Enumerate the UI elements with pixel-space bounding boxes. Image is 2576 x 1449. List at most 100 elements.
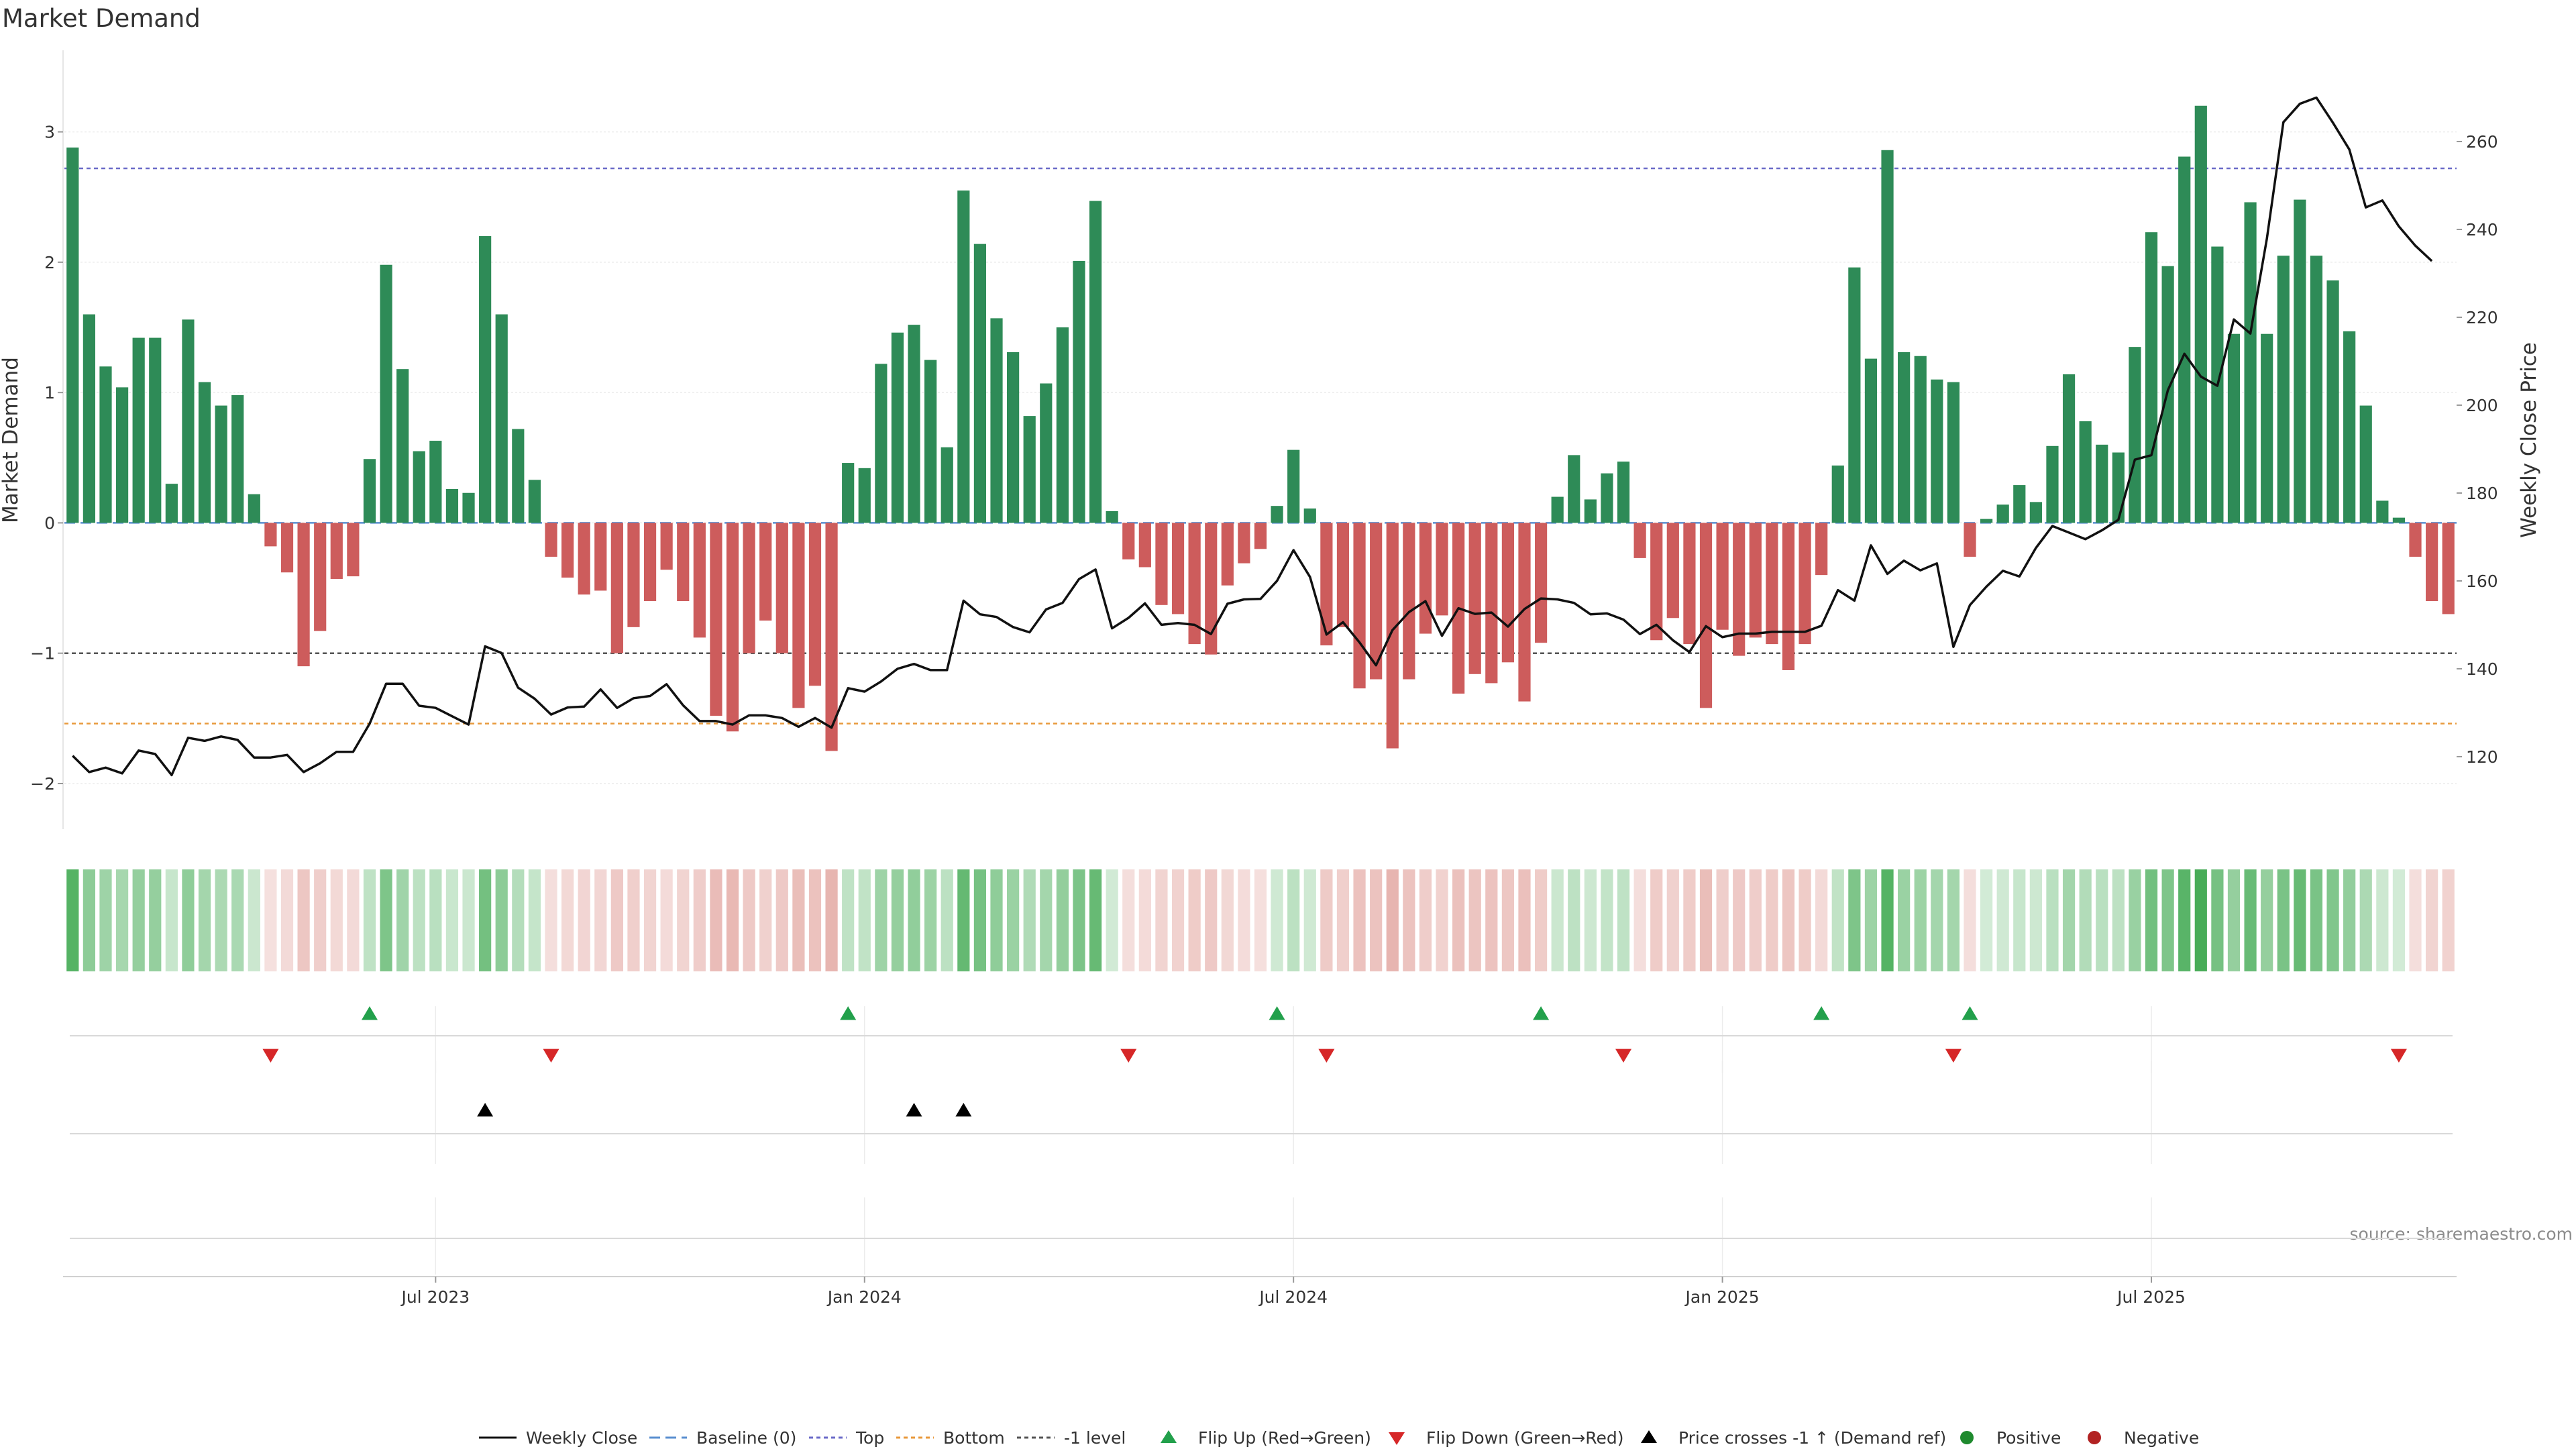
negative-demand-bar bbox=[2426, 523, 2438, 601]
strip-cell bbox=[115, 869, 129, 971]
positive-demand-bar bbox=[2145, 232, 2158, 523]
negative-demand-bar bbox=[1650, 523, 1663, 641]
strip-cell bbox=[1271, 869, 1283, 971]
strip-cell bbox=[924, 869, 937, 971]
strip-cell bbox=[2062, 869, 2076, 971]
strip-cell bbox=[512, 869, 525, 971]
positive-demand-bar bbox=[1914, 356, 1927, 523]
positive-demand-bar bbox=[1947, 382, 1960, 523]
positive-demand-bar bbox=[1617, 462, 1630, 523]
negative-demand-bar bbox=[1122, 523, 1135, 559]
strip-cell bbox=[1831, 869, 1844, 971]
strip-cell bbox=[2294, 869, 2306, 971]
flip-up-marker bbox=[840, 1006, 857, 1020]
strip-cell bbox=[1881, 869, 1894, 971]
strip-cell bbox=[2261, 869, 2273, 971]
y-axis-label-right: Weekly Close Price bbox=[2517, 342, 2541, 538]
negative-demand-bar bbox=[710, 523, 722, 716]
flip-up-marker bbox=[1269, 1006, 1285, 1020]
positive-demand-bar bbox=[66, 147, 79, 523]
negative-demand-bar bbox=[1733, 523, 1746, 656]
positive-demand-bar bbox=[1303, 508, 1316, 523]
positive-demand-bar bbox=[858, 468, 871, 523]
positive-demand-bar bbox=[1056, 327, 1069, 523]
strip-cell bbox=[2409, 869, 2422, 971]
strip-cell bbox=[231, 869, 244, 971]
y-axis-label-left: Market Demand bbox=[0, 357, 23, 523]
negative-demand-bar bbox=[578, 523, 590, 595]
positive-demand-bar bbox=[2359, 405, 2372, 523]
negative-demand-bar bbox=[726, 523, 739, 732]
flip-down-marker bbox=[1318, 1049, 1335, 1063]
negative-demand-bar bbox=[314, 523, 327, 631]
strip-cell bbox=[875, 869, 888, 971]
legend-label: Flip Down (Green→Red) bbox=[1426, 1428, 1624, 1448]
strip-cell bbox=[545, 869, 557, 971]
negative-demand-bar bbox=[1138, 523, 1151, 568]
positive-demand-bar bbox=[941, 447, 953, 523]
positive-demand-bar bbox=[1831, 465, 1844, 523]
legend-label: Bottom bbox=[943, 1428, 1005, 1448]
strip-cell bbox=[990, 869, 1003, 971]
right-tick-label: 200 bbox=[2466, 396, 2498, 415]
positive-demand-bar bbox=[1996, 504, 2009, 523]
strip-cell bbox=[957, 869, 970, 971]
strip-cell bbox=[1238, 869, 1250, 971]
strip-cell bbox=[1106, 869, 1118, 971]
strip-cell bbox=[297, 869, 310, 971]
strip-cell bbox=[2029, 869, 2042, 971]
positive-demand-bar bbox=[1584, 499, 1597, 523]
negative-demand-bar bbox=[1320, 523, 1333, 646]
negative-demand-bar bbox=[743, 523, 755, 653]
positive-demand-bar bbox=[2029, 502, 2042, 523]
strip-cell bbox=[561, 869, 574, 971]
negative-demand-bar bbox=[677, 523, 690, 601]
right-tick-label: 120 bbox=[2466, 747, 2498, 767]
legend-label: Negative bbox=[2124, 1428, 2199, 1448]
weekly-close-price-line bbox=[72, 96, 2433, 777]
flip-up-marker bbox=[1533, 1006, 1550, 1020]
positive-demand-bar bbox=[363, 459, 376, 523]
left-tick-label: 3 bbox=[44, 123, 55, 142]
negative-demand-bar bbox=[280, 523, 294, 573]
strip-cell bbox=[1155, 869, 1168, 971]
strip-cell bbox=[759, 869, 772, 971]
x-tick-label: Jan 2025 bbox=[1684, 1287, 1760, 1307]
positive-demand-bar bbox=[1864, 358, 1878, 523]
strip-cell bbox=[627, 869, 640, 971]
positive-demand-bar bbox=[1040, 383, 1053, 523]
strip-cell bbox=[132, 869, 145, 971]
positive-demand-bar bbox=[479, 236, 492, 523]
positive-demand-bar bbox=[248, 494, 260, 523]
negative-demand-bar bbox=[1188, 523, 1201, 645]
right-tick-label: 180 bbox=[2466, 484, 2498, 503]
negative-demand-bar bbox=[2409, 523, 2422, 557]
negative-demand-bar bbox=[1799, 523, 1811, 645]
strip-cell bbox=[660, 869, 673, 971]
strip-cell bbox=[1914, 869, 1927, 971]
strip-cell bbox=[1568, 869, 1580, 971]
flip-down-marker bbox=[1615, 1049, 1632, 1063]
flip-down-marker bbox=[543, 1049, 559, 1063]
strip-cell bbox=[2194, 869, 2207, 971]
strip-cell bbox=[1799, 869, 1811, 971]
positive-demand-bar bbox=[891, 332, 904, 523]
flip-down-marker bbox=[1945, 1049, 1962, 1063]
negative-demand-bar bbox=[1749, 523, 1762, 638]
price-cross-marker bbox=[906, 1103, 922, 1117]
positive-demand-bar bbox=[2096, 444, 2108, 523]
strip-cell bbox=[842, 869, 855, 971]
x-tick-label: Jul 2023 bbox=[400, 1287, 470, 1307]
right-tick-label: 260 bbox=[2466, 132, 2498, 152]
demand-bars bbox=[66, 105, 2455, 751]
strip-cell bbox=[1601, 869, 1613, 971]
strip-cell bbox=[1699, 869, 1713, 971]
positive-demand-bar bbox=[1848, 267, 1861, 523]
strip-cell bbox=[1007, 869, 1020, 971]
strip-cell bbox=[1931, 869, 1943, 971]
negative-demand-bar bbox=[610, 523, 623, 653]
positive-demand-bar bbox=[182, 319, 195, 523]
positive-demand-bar bbox=[528, 480, 541, 523]
strip-cell bbox=[973, 869, 987, 971]
strip-cell bbox=[1749, 869, 1762, 971]
